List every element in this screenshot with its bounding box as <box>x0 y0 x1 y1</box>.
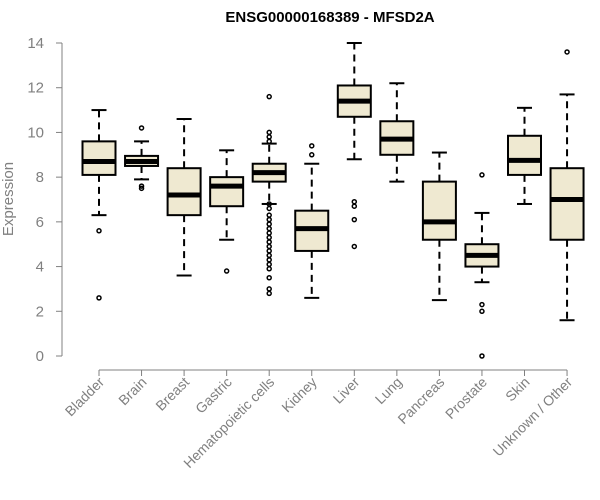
outlier-point <box>351 203 358 209</box>
box-8 <box>421 151 457 302</box>
outlier-point <box>266 138 272 145</box>
iqr-box <box>549 167 585 241</box>
outlier-point <box>96 295 102 301</box>
y-tick-label: 14 <box>27 35 44 52</box>
outlier-point <box>479 353 485 359</box>
iqr-box <box>421 180 457 241</box>
box-2 <box>166 118 202 277</box>
iqr-box <box>507 134 542 176</box>
outlier-point <box>96 228 102 234</box>
y-axis: 0 2 4 6 8 10 12 14 <box>27 35 63 365</box>
outlier-point <box>266 261 272 268</box>
outlier-point <box>266 129 272 136</box>
iqr-box <box>209 176 245 208</box>
outlier-point <box>266 221 272 227</box>
y-tick-label: 6 <box>36 214 44 231</box>
x-category-label: Skin <box>502 374 533 405</box>
outlier-point <box>138 183 145 189</box>
x-category-label: Breast <box>152 374 192 414</box>
outlier-point <box>266 225 272 232</box>
box-4 <box>251 93 287 297</box>
y-tick-label: 12 <box>27 80 44 97</box>
box-9 <box>464 172 500 359</box>
x-category-label: Kidney <box>278 374 320 416</box>
outlier-point <box>479 308 485 315</box>
boxes-group <box>81 42 585 359</box>
outlier-point <box>479 172 485 178</box>
outlier-point <box>351 198 358 205</box>
box-1 <box>124 125 160 192</box>
y-tick-label: 4 <box>36 259 44 276</box>
x-category-label: Unknown / Other <box>490 374 576 460</box>
outlier-point <box>266 248 272 254</box>
outlier-point <box>479 301 485 308</box>
y-tick-label: 10 <box>27 124 44 141</box>
outlier-point <box>351 216 358 223</box>
box-7 <box>379 82 415 183</box>
outlier-point <box>266 234 272 241</box>
outlier-point <box>266 243 272 250</box>
outlier-point <box>266 275 272 281</box>
outlier-point <box>266 93 272 100</box>
x-category-label: Prostate <box>442 374 490 422</box>
x-category-label: Brain <box>115 374 149 408</box>
y-tick-label: 2 <box>36 303 44 320</box>
y-axis-label: Expression <box>0 162 17 236</box>
x-category-label: Liver <box>330 374 363 407</box>
outlier-point <box>309 143 315 149</box>
x-category-label: Pancreas <box>394 374 447 427</box>
outlier-point <box>266 205 272 212</box>
chart-title: ENSG00000168389 - MFSD2A <box>225 9 434 26</box>
box-6 <box>336 42 372 250</box>
x-category-label: Bladder <box>62 374 108 420</box>
outlier-point <box>266 230 272 236</box>
iqr-box <box>166 167 202 217</box>
outlier-point <box>266 212 272 218</box>
outlier-point <box>564 49 570 55</box>
outlier-point <box>138 185 145 192</box>
outlier-point <box>351 243 358 250</box>
outlier-point <box>266 216 272 223</box>
box-3 <box>209 149 245 274</box>
outlier-point <box>223 268 230 274</box>
outlier-point <box>138 125 145 131</box>
box-10 <box>507 106 542 205</box>
box-11 <box>549 49 585 322</box>
outlier-point <box>266 286 272 292</box>
box-5 <box>294 143 330 299</box>
iqr-box <box>81 140 117 176</box>
outlier-point <box>266 134 272 140</box>
outlier-point <box>309 152 315 158</box>
box-0 <box>81 109 117 301</box>
outlier-point <box>266 257 272 263</box>
outlier-point <box>266 266 272 272</box>
y-tick-label: 8 <box>36 169 44 186</box>
outlier-point <box>266 290 272 297</box>
x-category-label: Lung <box>372 374 405 407</box>
outlier-point <box>266 252 272 259</box>
y-tick-label: 0 <box>36 348 44 365</box>
outlier-point <box>266 239 272 245</box>
